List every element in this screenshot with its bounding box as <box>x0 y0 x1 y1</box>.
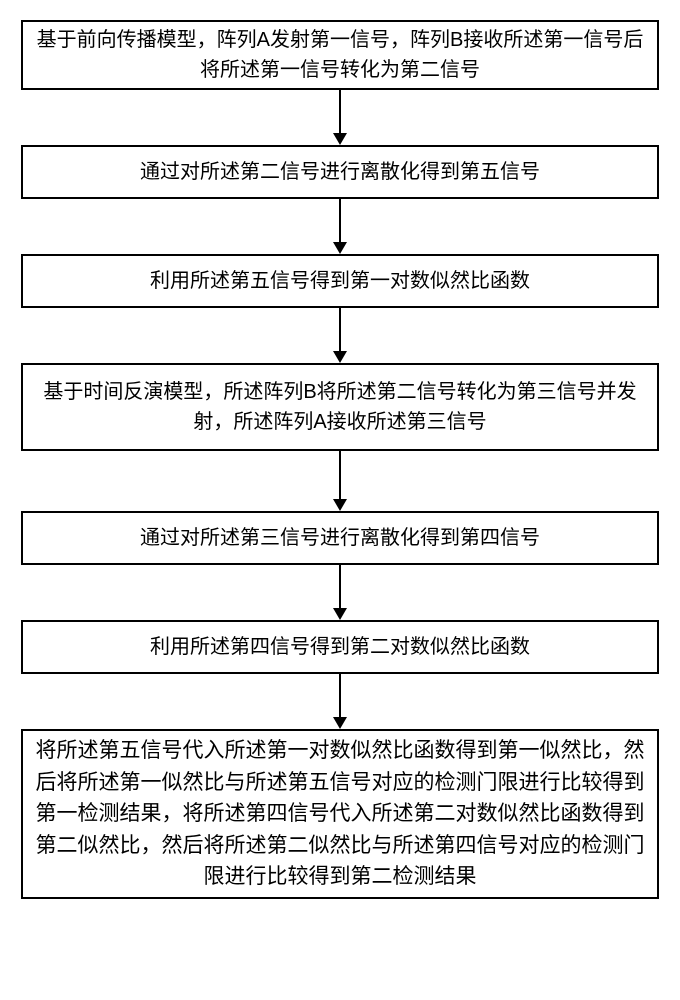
arrow-6 <box>0 674 680 729</box>
flow-step-5-text: 通过对所述第三信号进行离散化得到第四信号 <box>140 523 540 553</box>
flow-step-3: 利用所述第五信号得到第一对数似然比函数 <box>21 254 659 308</box>
arrow-5 <box>0 565 680 620</box>
flow-step-6-text: 利用所述第四信号得到第二对数似然比函数 <box>150 632 530 662</box>
arrow-down-icon <box>325 308 355 363</box>
arrow-down-icon <box>325 199 355 254</box>
arrow-4 <box>0 451 680 511</box>
flow-step-6: 利用所述第四信号得到第二对数似然比函数 <box>21 620 659 674</box>
flow-step-3-text: 利用所述第五信号得到第一对数似然比函数 <box>150 266 530 296</box>
arrow-down-icon <box>325 90 355 145</box>
flow-step-4: 基于时间反演模型，所述阵列B将所述第二信号转化为第三信号并发射，所述阵列A接收所… <box>21 363 659 451</box>
arrow-down-icon <box>325 565 355 620</box>
flow-step-2-text: 通过对所述第二信号进行离散化得到第五信号 <box>140 157 540 187</box>
flow-step-7-text: 将所述第五信号代入所述第一对数似然比函数得到第一似然比，然后将所述第一似然比与所… <box>35 735 645 893</box>
arrow-down-icon <box>325 451 355 511</box>
arrow-down-icon <box>325 674 355 729</box>
flow-step-5: 通过对所述第三信号进行离散化得到第四信号 <box>21 511 659 565</box>
flow-step-4-text: 基于时间反演模型，所述阵列B将所述第二信号转化为第三信号并发射，所述阵列A接收所… <box>35 377 645 437</box>
arrow-2 <box>0 199 680 254</box>
flow-step-1: 基于前向传播模型，阵列A发射第一信号，阵列B接收所述第一信号后将所述第一信号转化… <box>21 20 659 90</box>
flow-step-7: 将所述第五信号代入所述第一对数似然比函数得到第一似然比，然后将所述第一似然比与所… <box>21 729 659 899</box>
arrow-3 <box>0 308 680 363</box>
flowchart-container: 基于前向传播模型，阵列A发射第一信号，阵列B接收所述第一信号后将所述第一信号转化… <box>0 0 680 1000</box>
flow-step-2: 通过对所述第二信号进行离散化得到第五信号 <box>21 145 659 199</box>
flow-step-1-text: 基于前向传播模型，阵列A发射第一信号，阵列B接收所述第一信号后将所述第一信号转化… <box>35 25 645 85</box>
arrow-1 <box>0 90 680 145</box>
